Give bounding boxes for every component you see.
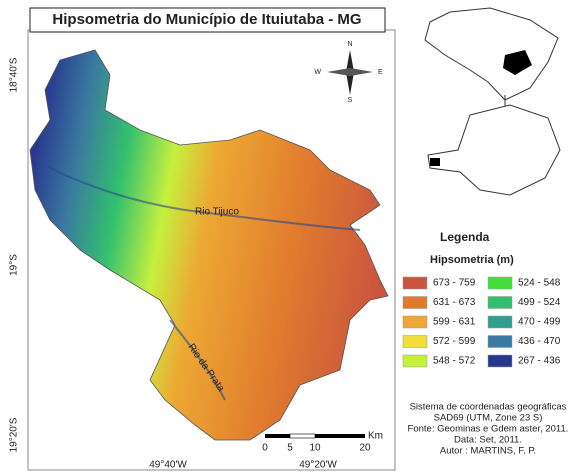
legend-label: 631 - 673 — [433, 297, 476, 308]
latitude-label: 19°S — [9, 254, 20, 276]
legend-swatch — [402, 276, 428, 290]
credit-line: SAD69 (UTM, Zone 23 S) — [434, 413, 543, 424]
inset-brazil — [424, 7, 559, 110]
title: Hipsometria do Município de Ituiutaba - … — [52, 11, 361, 28]
credit-line: Data: Set, 2011. — [454, 435, 522, 446]
legend-label: 267 - 436 — [518, 356, 561, 367]
legend-label: 499 - 524 — [518, 297, 561, 308]
compass-e: E — [378, 69, 383, 76]
legend-label: 599 - 631 — [433, 317, 476, 328]
legend-title: Legenda — [440, 230, 490, 244]
scale-bar: 0 5 10 20 Km — [262, 431, 383, 454]
river — [169, 319, 226, 401]
legend-label: 548 - 572 — [433, 356, 476, 367]
legend-label: 436 - 470 — [518, 336, 561, 347]
legend-swatch — [487, 335, 513, 348]
latitude-label: 19°20'S — [9, 417, 20, 452]
river — [34, 159, 361, 231]
scale-unit: Km — [368, 431, 383, 442]
scale-tick: 20 — [359, 443, 371, 454]
legend-label: 524 - 548 — [518, 278, 561, 289]
compass-w: W — [314, 69, 321, 76]
legend-swatch — [487, 276, 513, 290]
longitude-label: 49°20'W — [299, 460, 337, 471]
title-box — [29, 7, 386, 33]
compass-s: S — [348, 97, 353, 104]
credit-line: Autor : MARTINS, F. P. — [440, 446, 536, 457]
legend-swatch — [487, 354, 513, 368]
compass-n: N — [347, 41, 352, 48]
latitude-label: 18°40'S — [9, 57, 20, 92]
legend-subtitle: Hipsometria (m) — [430, 254, 514, 266]
credit-line: Sistema de coordenadas geográficas — [410, 402, 567, 413]
legend-swatch — [402, 315, 428, 329]
legend-label: 470 - 499 — [518, 317, 561, 328]
legend-swatch — [402, 296, 428, 309]
legend-swatch — [402, 335, 428, 348]
compass: N S E W — [314, 41, 383, 104]
credits: Sistema de coordenadas geográficasSAD69 … — [408, 402, 569, 457]
legend-label: 572 - 599 — [433, 336, 476, 347]
scale-tick: 10 — [309, 443, 321, 454]
river-label: Rio Tijuco — [195, 207, 239, 218]
legend-label: 673 - 759 — [433, 278, 476, 289]
scale-tick: 5 — [287, 443, 293, 454]
legend-swatch — [487, 315, 513, 329]
scale-tick: 0 — [262, 443, 268, 454]
legend-swatch — [402, 354, 428, 368]
inset-mg — [427, 104, 561, 196]
credit-line: Fonte: Geominas e Gdem aster, 2011. — [408, 424, 569, 435]
legend: 673 - 759 631 - 673 599 - 631 572 - 599 548 … — [402, 276, 561, 368]
legend-swatch — [487, 296, 513, 309]
longitude-label: 49°40'W — [149, 460, 187, 471]
municipality — [29, 49, 389, 441]
